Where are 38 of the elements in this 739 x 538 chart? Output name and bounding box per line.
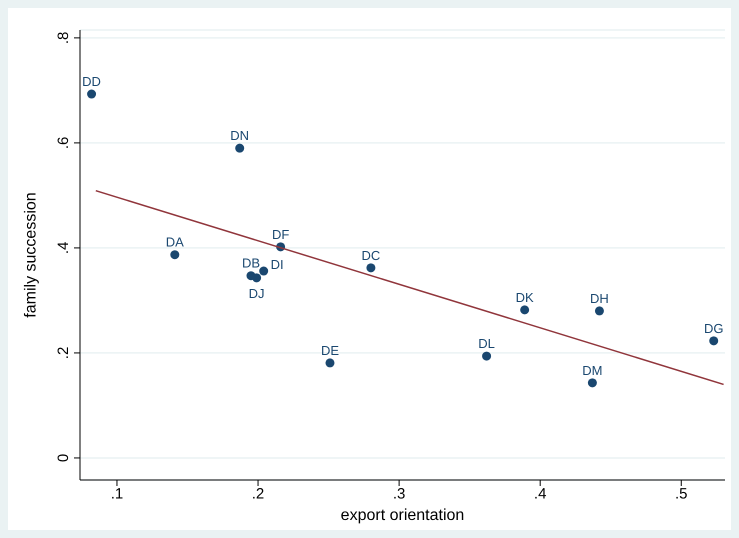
point [235,144,244,153]
data-label: DJ [248,286,265,301]
data-label: DE [320,342,340,358]
point [594,306,604,316]
point [325,358,334,368]
x-tick-label: .4 [534,486,546,503]
y-tick-label: .6 [55,136,72,150]
y-tick-label: .2 [55,346,72,360]
point [520,305,530,314]
y-axis-title: family succession [22,192,40,318]
point [252,273,262,282]
data-label: DG [704,320,724,336]
data-label: DN [230,128,250,144]
data-label: DB [242,256,260,271]
point [259,266,268,276]
data-label: DH [590,290,609,306]
data-label: DC [362,248,380,263]
point [482,352,492,361]
data-label: DF [272,226,290,242]
x-tick-label: .2 [252,486,264,503]
point [366,263,376,272]
data-label: DD [82,74,101,90]
data-label: DK [516,290,534,305]
point [170,250,180,260]
data-label: DM [582,362,602,378]
x-tick-label: .5 [675,486,688,503]
y-tick-label: 0 [55,454,72,462]
y-tick-label: .8 [55,32,72,44]
y-tick-label: .4 [55,242,72,254]
point [87,90,96,99]
data-label: DI [270,257,284,272]
x-tick-label: .3 [392,486,406,503]
point [588,378,597,388]
data-label: DL [478,336,495,352]
x-tick-label: .1 [110,486,124,503]
x-axis-title: export orientation [340,507,464,524]
point [709,336,718,346]
data-label: DA [166,234,184,250]
